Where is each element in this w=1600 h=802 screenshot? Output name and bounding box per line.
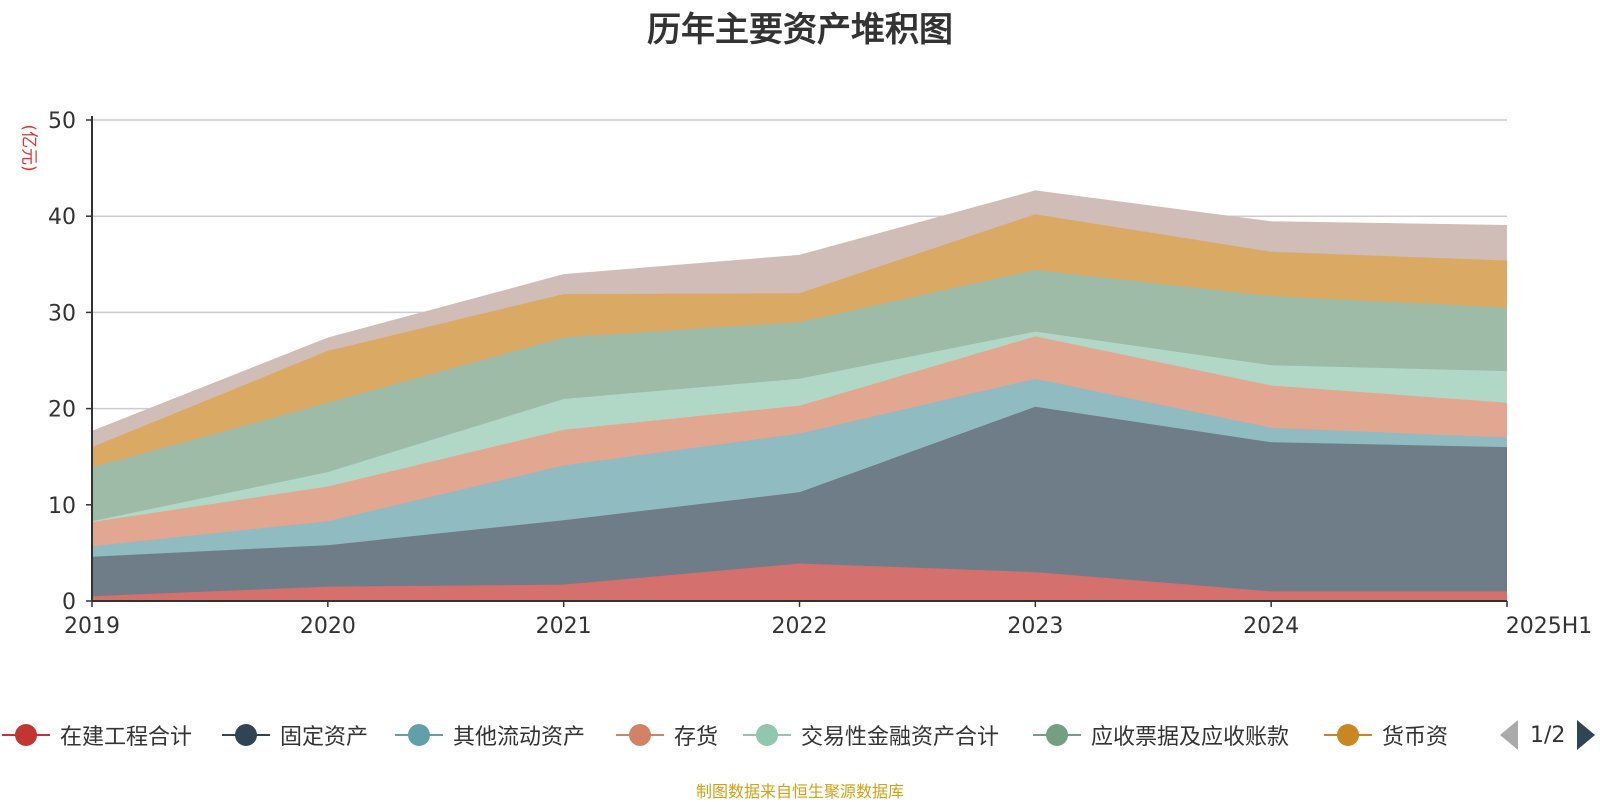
legend-item-in-progress[interactable]: 在建工程合计 (2, 715, 192, 755)
legend-label: 交易性金融资产合计 (801, 725, 1000, 750)
legend-dot-icon (1046, 724, 1068, 746)
x-tick-label: 2021 (536, 614, 592, 639)
legend-dot-icon (1337, 724, 1359, 746)
legend-pager: 1/2 (1500, 715, 1596, 755)
legend-page-indicator: 1/2 (1530, 722, 1566, 748)
x-tick-label: 2025H1 (1506, 614, 1593, 639)
legend-item-fixed-assets[interactable]: 固定资产 (222, 715, 368, 755)
legend-item-other-current[interactable]: 其他流动资产 (395, 715, 585, 755)
x-tick-label: 2022 (772, 614, 828, 639)
area-固定资产[interactable] (92, 406, 1507, 597)
legend-dot-icon (756, 724, 778, 746)
x-tick-label: 2023 (1007, 614, 1063, 639)
x-tick-label: 2019 (64, 614, 120, 639)
area-其他流动资产[interactable] (92, 378, 1507, 557)
y-tick-label: 0 (62, 590, 76, 615)
legend-label: 存货 (674, 725, 719, 750)
legend-item-inventory[interactable]: 存货 (616, 715, 718, 755)
chart-title: 历年主要资产堆积图 (647, 10, 953, 50)
x-tick-label: 2020 (300, 614, 356, 639)
area-series (91, 190, 1508, 602)
legend-label: 在建工程合计 (60, 725, 193, 750)
legend-dot-icon (629, 724, 651, 746)
y-tick-label: 40 (48, 205, 76, 230)
y-tick-label: 50 (48, 109, 76, 134)
next-page-icon[interactable] (1577, 720, 1596, 750)
legend-dot-icon (15, 724, 37, 746)
chart-legend: 在建工程合计 固定资产 其他流动资产 存货 交易性金融资产合计 应收票据及应收账… (0, 715, 1600, 755)
legend-item-cash[interactable]: 货币资 (1324, 715, 1448, 755)
stacked-area-chart: 0 10 20 30 40 50 2019 2020 2021 2022 2023 2024 2025H… (48, 109, 1592, 639)
legend-label: 固定资产 (280, 725, 369, 750)
axes: 0 10 20 30 40 50 2019 2020 2021 2022 2023 2024 2025H… (48, 109, 1592, 639)
legend-label: 其他流动资产 (453, 725, 586, 750)
legend-dot-icon (408, 724, 430, 746)
source-note: 制图数据来自恒生聚源数据库 (695, 782, 904, 801)
legend-dot-icon (235, 724, 257, 746)
area-在建工程合计[interactable] (92, 563, 1507, 602)
y-tick-label: 10 (48, 494, 76, 519)
area-货币资金[interactable] (92, 214, 1507, 468)
x-tick-label: 2024 (1243, 614, 1299, 639)
series-line (91, 190, 1508, 433)
legend-item-trading-assets[interactable]: 交易性金融资产合计 (743, 715, 999, 755)
area-应收票据及应收账款[interactable] (92, 270, 1507, 522)
previous-page-icon[interactable] (1500, 720, 1518, 750)
y-tick-label: 20 (48, 398, 76, 423)
legend-label: 应收票据及应收账款 (1091, 725, 1290, 750)
legend-label: 货币资 (1382, 725, 1449, 750)
y-tick-label: 30 (48, 301, 76, 326)
legend-item-receivables[interactable]: 应收票据及应收账款 (1033, 715, 1289, 755)
area-存货[interactable] (92, 336, 1507, 547)
